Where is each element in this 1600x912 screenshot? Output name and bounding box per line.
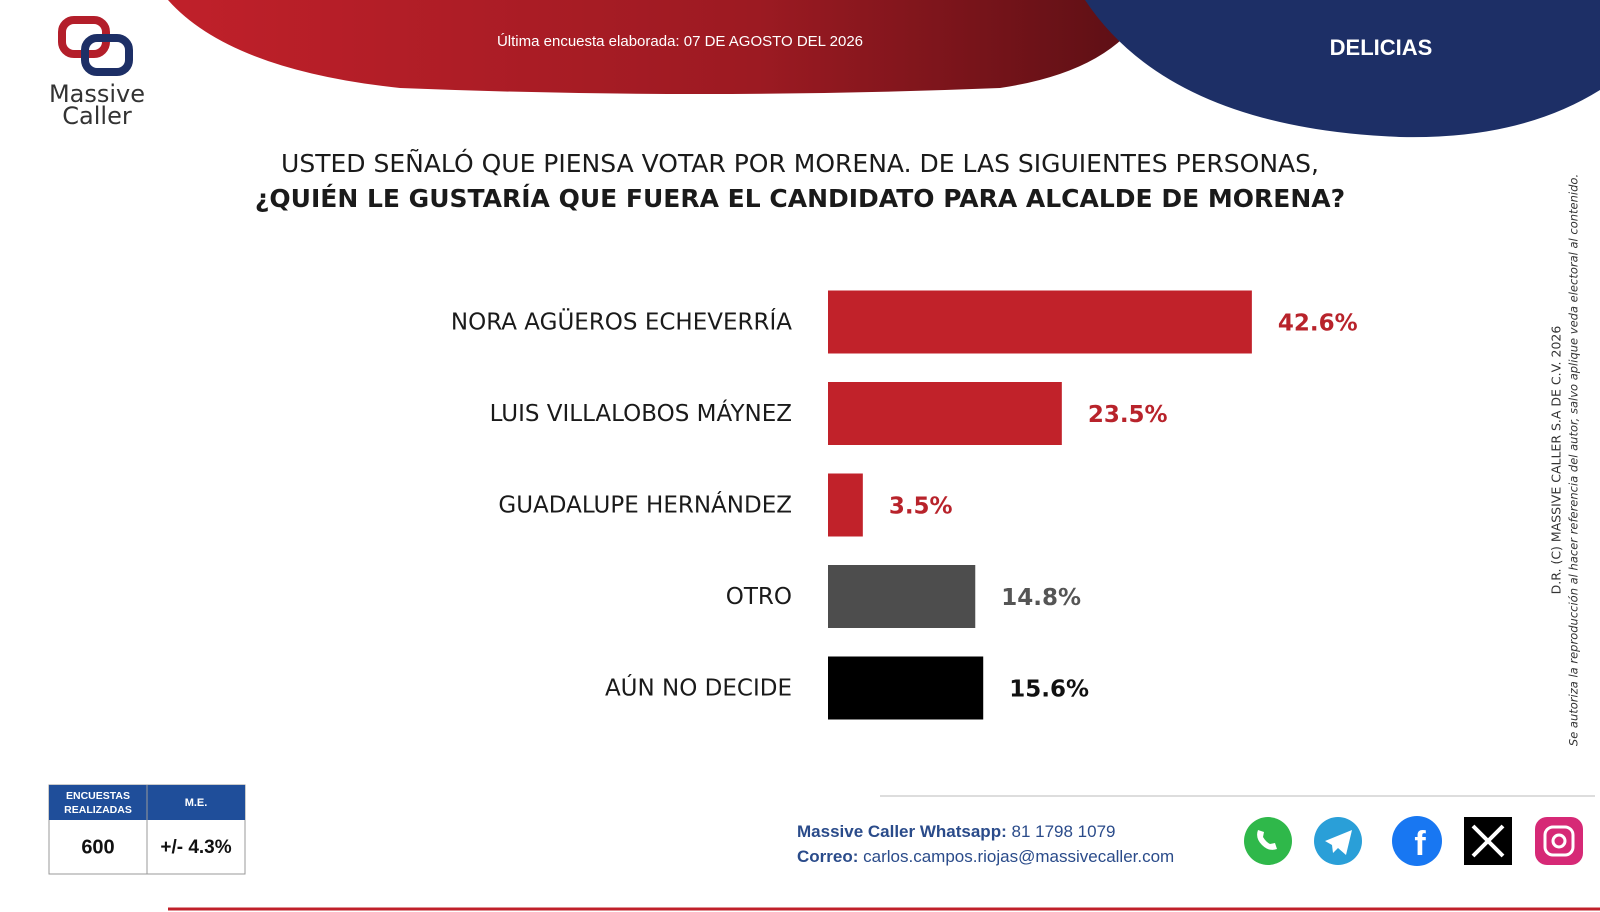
header-blue-shape [1085,0,1600,138]
contact-line: Massive Caller Whatsapp: 81 1798 1079 [797,822,1115,841]
bar [828,656,984,720]
x-glyph [1471,824,1505,858]
copyright: D.R. (C) MASSIVE CALLER S.A DE C.V. 2026… [1549,174,1581,746]
category-label: AÚN NO DECIDE [605,674,792,702]
whatsapp-number: 81 1798 1079 [1011,822,1115,841]
social-icons: f [1244,816,1583,866]
email: carlos.campos.riojas@massivecaller.com [863,847,1174,866]
bar [828,290,1252,354]
sample-table: ENCUESTAS REALIZADAS M.E. 600 +/- 4.3% [48,784,246,875]
table-header-text: M.E. [185,797,208,809]
logo-bubble-blue [81,34,133,76]
table-cell: 600 [81,836,114,858]
bar [828,382,1062,445]
table-header-text: ENCUESTAS REALIZADAS [64,790,132,816]
value-label: 42.6% [1278,311,1358,337]
bar-chart: NORA AGÜEROS ECHEVERRÍA 42.6% LUIS VILLALO… [451,290,1358,720]
logo-text: Massive [49,80,145,108]
table-header-text: ENCUESTAS [66,790,130,802]
facebook-glyph: f [1414,825,1426,863]
value-label: 23.5% [1088,402,1168,428]
logo: Massive Caller [49,16,145,130]
copyright-line: Se autoriza la reproducción al hacer ref… [1567,174,1581,746]
bar [828,473,863,537]
value-label: 15.6% [1009,677,1089,703]
whatsapp-label: Massive Caller Whatsapp: [797,822,1007,841]
header-red-shape [168,0,1150,94]
value-label: 3.5% [889,494,953,520]
telegram-glyph [1325,830,1352,855]
table-header-text: REALIZADAS [64,804,132,816]
value-label: 14.8% [1001,585,1081,611]
logo-text: Caller [62,102,132,130]
copyright-line: D.R. (C) MASSIVE CALLER S.A DE C.V. 2026 [1549,326,1564,595]
category-label: OTRO [726,584,792,610]
instagram-glyph [1551,833,1567,849]
instagram-glyph [1543,825,1575,857]
whatsapp-icon[interactable] [1244,817,1292,865]
instagram-icon[interactable] [1535,817,1583,865]
email-label: Correo: [797,847,858,866]
contact-line: Correo: carlos.campos.riojas@massivecall… [797,847,1174,866]
chart-subtitle: ¿QUIÉN LE GUSTARÍA QUE FUERA EL CANDIDAT… [255,184,1345,213]
bar [828,565,976,628]
table-cell: +/- 4.3% [160,837,231,858]
whatsapp-glyph [1257,830,1277,850]
category-label: NORA AGÜEROS ECHEVERRÍA [451,308,792,336]
facebook-icon[interactable] [1392,816,1442,866]
chart-title: USTED SEÑALÓ QUE PIENSA VOTAR POR MORENA… [281,148,1319,178]
category-label: GUADALUPE HERNÁNDEZ [498,491,792,519]
category-label: LUIS VILLALOBOS MÁYNEZ [490,399,792,427]
city: DELICIAS [1330,35,1433,60]
survey-date: Última encuesta elaborada: 07 DE AGOSTO … [497,33,863,50]
